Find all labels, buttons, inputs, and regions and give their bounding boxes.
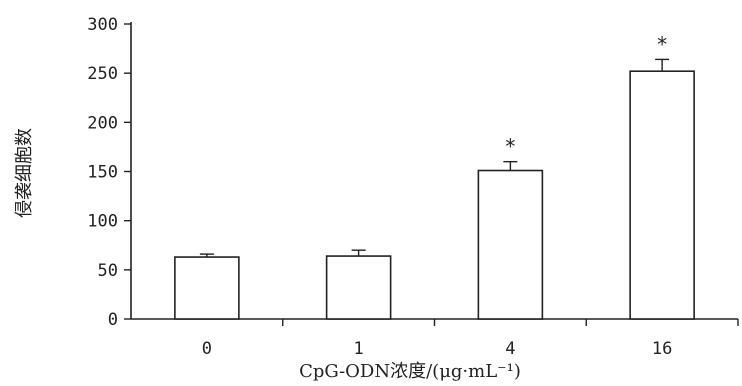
x-tick-label: 1 (354, 339, 364, 359)
bar (174, 256, 240, 320)
bar (477, 169, 544, 320)
x-tick-label: 16 (652, 339, 672, 359)
x-axis-title: CpG-ODN浓度/(μg·mL⁻¹) (299, 361, 521, 382)
y-tick-label: 200 (87, 113, 118, 133)
bar (325, 255, 392, 320)
significance-mark: * (505, 135, 515, 159)
y-tick-label: 100 (87, 212, 118, 232)
y-axis: 0 50 100 150 200 250 300 (87, 15, 132, 330)
bars: ** (174, 32, 695, 320)
x-tick-label: 0 (202, 339, 212, 359)
y-tick-label: 150 (87, 163, 118, 183)
y-tick-label: 50 (98, 261, 118, 281)
y-tick-label: 300 (87, 15, 118, 35)
y-axis-title: 侵袭细胞数 (14, 128, 35, 218)
bar (629, 70, 695, 320)
y-tick-label: 0 (108, 310, 118, 330)
x-tick-label: 4 (505, 339, 515, 359)
x-axis: 0 1 4 16 (131, 318, 739, 359)
y-tick-label: 250 (87, 64, 118, 84)
significance-mark: * (657, 32, 667, 56)
